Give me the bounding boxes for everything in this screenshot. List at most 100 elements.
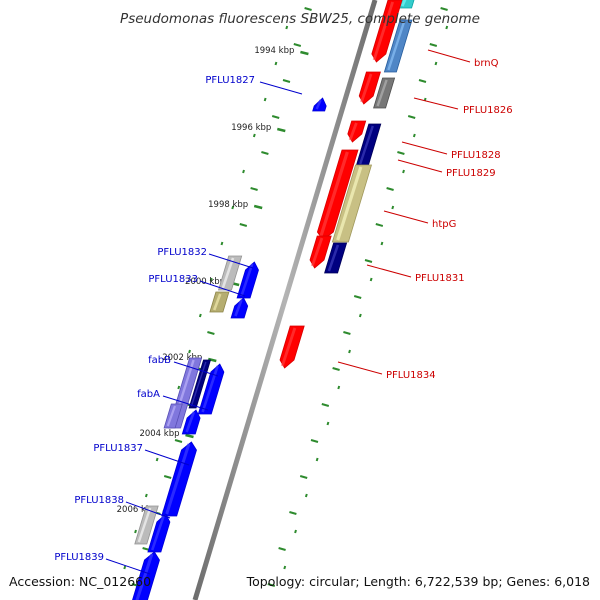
gene-label-pflu1837[interactable]: PFLU1837: [93, 443, 143, 454]
gene-label-brnq[interactable]: brnQ: [474, 58, 499, 69]
gene-leader-line: [337, 361, 383, 375]
kbp-tick: [207, 357, 217, 363]
gene-highlight: [400, 0, 407, 7]
ruler-dot: [252, 133, 256, 138]
ruler-dot: [220, 241, 224, 246]
ruler-dash: [375, 223, 384, 227]
ruler-dash: [239, 223, 248, 227]
gene-highlight: [315, 99, 322, 110]
genome-backbone: [192, 0, 378, 600]
ruler-dash: [278, 547, 286, 551]
ruler-dot: [134, 529, 137, 534]
gene-highlight: [165, 443, 191, 515]
gene-label-pflu1838[interactable]: PFLU1838: [74, 495, 124, 506]
ruler-dash: [332, 367, 340, 371]
ruler-dot: [177, 385, 181, 390]
ruler-dot: [445, 25, 449, 30]
gene-label-htpg[interactable]: htpG: [432, 219, 456, 230]
ruler-dot: [326, 421, 330, 426]
gene-highlight: [151, 515, 165, 551]
gene-highlight: [359, 125, 374, 165]
genome-summary-text: Topology: circular; Length: 6,722,539 bp…: [246, 574, 590, 589]
gene-label-pflu1833[interactable]: PFLU1833: [148, 274, 198, 285]
kbp-tick-label: 2004 kbp: [139, 429, 179, 439]
gene-highlight: [221, 257, 235, 289]
gene-leader-line: [383, 210, 429, 224]
ruler-dot: [209, 277, 213, 282]
gene-label-pflu1829[interactable]: PFLU1829: [446, 168, 496, 179]
ruler-dot: [315, 457, 319, 462]
kbp-tick-label: 1996 kbp: [231, 123, 271, 133]
ruler-dot: [434, 61, 438, 66]
ruler-dot: [188, 349, 191, 354]
gene-highlight: [190, 361, 207, 407]
ruler-dash: [386, 187, 394, 191]
gene-highlight: [376, 79, 388, 107]
gene-label-faba[interactable]: fabA: [137, 389, 160, 400]
gene-highlight: [240, 263, 254, 297]
ruler-dash: [310, 439, 319, 443]
kbp-tick-label: 2002 kbp: [162, 353, 202, 363]
ruler-dot: [231, 205, 235, 210]
gene-leader-line: [259, 81, 303, 95]
gene-leader-line: [162, 395, 209, 411]
gene-leader-line: [427, 49, 471, 63]
ruler-dot: [285, 25, 289, 30]
map-title: Pseudomonas fluorescens SBW25, complete …: [120, 11, 480, 27]
gene-highlight: [213, 293, 222, 311]
gene-highlight: [310, 237, 324, 267]
ruler-dash: [353, 295, 362, 299]
gene-labels: brnQ PFLU1826 PFLU1827 PFLU1828 PFLU1829 htpG…: [54, 49, 513, 575]
ruler-dot: [391, 205, 395, 210]
gene-highlight: [137, 507, 152, 543]
kbp-tick: [300, 50, 309, 56]
ruler-dash: [407, 115, 416, 119]
ruler-dash: [440, 7, 448, 11]
gene-highlight: [201, 365, 219, 413]
ruler-dot: [304, 493, 308, 498]
ruler-dot: [144, 493, 148, 498]
ruler-dash: [304, 7, 312, 11]
ruler-dash: [261, 151, 269, 155]
gene-highlight: [372, 1, 394, 61]
gene-label-pflu1839[interactable]: PFLU1839: [54, 552, 104, 563]
gene-leader-line: [366, 264, 412, 278]
gene-label-fabb[interactable]: fabB: [148, 355, 171, 366]
ruler-dash: [289, 511, 297, 515]
gene-highlight: [166, 405, 177, 427]
gene-label-pflu1827[interactable]: PFLU1827: [205, 75, 255, 86]
ruler-dash: [299, 475, 308, 479]
gene-label-pflu1828[interactable]: PFLU1828: [451, 150, 501, 161]
kbp-tick-label: 2006 kbp: [117, 505, 157, 515]
gene-label-pflu1834[interactable]: PFLU1834: [386, 370, 436, 381]
ruler-dot: [412, 133, 416, 138]
ruler-dot: [358, 313, 362, 318]
ruler-dash: [250, 187, 258, 191]
gene-label-pflu1832[interactable]: PFLU1832: [157, 247, 207, 258]
ruler-dot: [348, 349, 351, 354]
ruler-dot: [123, 565, 127, 570]
ruler-dash: [364, 259, 373, 263]
gene-highlight: [336, 166, 363, 241]
gene-label-pflu1826[interactable]: PFLU1826: [463, 105, 513, 116]
gene-features: [132, 0, 415, 600]
gene-leader-line: [397, 159, 443, 173]
ruler-dash: [163, 475, 172, 479]
ruler-dash: [429, 43, 438, 47]
ruler-dot: [294, 529, 297, 534]
gene-leader-line: [173, 361, 219, 377]
ruler-dash: [207, 331, 215, 335]
ruler-dot: [263, 97, 267, 102]
ruler-dot: [337, 385, 341, 390]
gene-leader-line: [125, 501, 171, 519]
kbp-tick-label: 1994 kbp: [254, 46, 294, 56]
kbp-tick: [253, 204, 263, 210]
ruler-dot: [369, 277, 373, 282]
gene-leader-line: [199, 280, 246, 297]
kbp-ticks: 1994 kbp 1996 kbp 1998 kbp 2000 kbp 2002 kbp…: [117, 46, 309, 515]
gene-label-pflu1831[interactable]: PFLU1831: [415, 273, 465, 284]
kbp-tick-label: 2000 kbp: [185, 277, 225, 287]
gene-highlight: [360, 73, 373, 103]
